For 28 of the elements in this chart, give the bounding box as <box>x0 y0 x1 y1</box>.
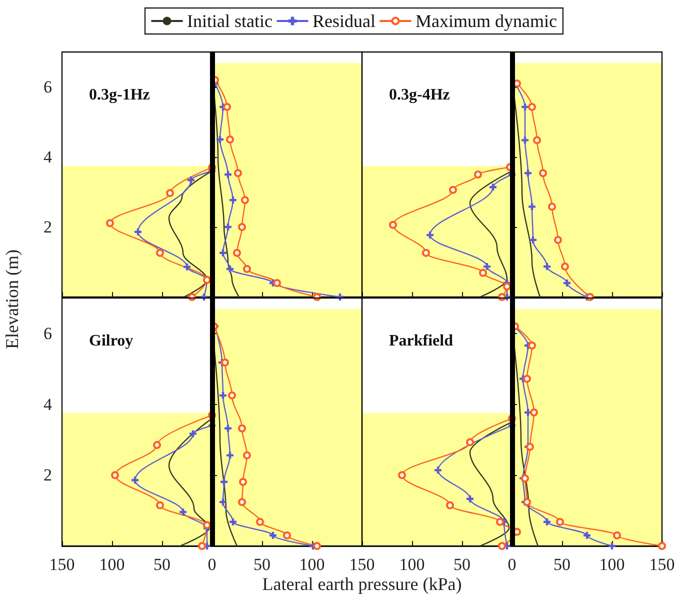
y-tick-label: 4 <box>44 148 52 166</box>
y-tick-label: 6 <box>44 78 52 96</box>
x-tick-label: 100 <box>599 555 625 574</box>
legend-label: Residual <box>312 11 376 31</box>
x-tick-label: 50 <box>154 555 170 574</box>
x-axis-title: Lateral earth pressure (kPa) <box>261 574 463 595</box>
x-tick-label: 0 <box>208 555 216 574</box>
text: 0.3g-1Hz <box>89 86 150 104</box>
y-axis-title: Elevation (m) <box>2 248 23 351</box>
x-tick-label: 150 <box>649 555 675 574</box>
y-tick-label: 2 <box>44 218 52 236</box>
text: Parkfield <box>389 332 454 350</box>
x-tick-label: 0 <box>508 555 516 574</box>
x-tick-label: 150 <box>49 555 75 574</box>
legend-label: Maximum dynamic <box>415 11 557 31</box>
x-tick-label: 50 <box>454 555 470 574</box>
x-tick-label: 150 <box>349 555 375 574</box>
x-tick-label: 100 <box>99 555 125 574</box>
x-tick-label: 50 <box>254 555 270 574</box>
y-tick-label: 2 <box>44 466 52 485</box>
x-tick-label: 50 <box>554 555 570 574</box>
y-tick-label: 6 <box>44 324 52 343</box>
x-tick-label: 100 <box>399 555 425 574</box>
legend-label: Initial static <box>187 11 272 31</box>
text: 0.3g-4Hz <box>389 86 450 104</box>
x-tick-label: 100 <box>299 555 325 574</box>
text: Gilroy <box>89 332 134 350</box>
y-tick-label: 4 <box>44 394 52 414</box>
